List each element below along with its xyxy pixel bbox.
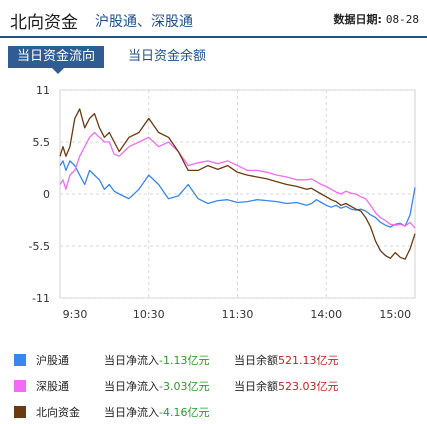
x-tick-label: 14:00	[310, 308, 342, 321]
legend-row-hgt: 沪股通 当日净流入-1.13亿元 当日余额521.13亿元	[0, 350, 427, 372]
data-date: 数据日期: 08-28	[333, 11, 419, 27]
balance-label: 当日余额	[234, 354, 278, 367]
legend-name: 深股通	[36, 380, 69, 393]
x-tick-label: 15:00	[379, 308, 411, 321]
balance-value: 521.13亿元	[278, 354, 339, 367]
tab-daily-balance[interactable]: 当日资金余额	[128, 49, 207, 64]
inflow-label: 当日净流入	[104, 406, 159, 419]
series-line-2	[59, 108, 416, 260]
date-label: 数据日期:	[333, 13, 382, 26]
y-tick-label: -11	[32, 292, 50, 305]
panel-title: 北向资金	[10, 13, 78, 33]
legend-name: 北向资金	[36, 406, 80, 419]
legend-swatch-north	[14, 406, 26, 418]
legend-inflow: 当日净流入-3.03亿元	[104, 378, 209, 394]
inflow-value: -4.16亿元	[159, 406, 210, 419]
balance-value: 523.03亿元	[278, 380, 339, 393]
y-tick-label: 0	[43, 188, 50, 201]
legend-balance: 当日余额521.13亿元	[234, 352, 339, 368]
legend-inflow: 当日净流入-1.13亿元	[104, 352, 209, 368]
legend-inflow: 当日净流入-4.16亿元	[104, 404, 209, 420]
inflow-label: 当日净流入	[104, 380, 159, 393]
x-tick-label: 9:30	[63, 308, 88, 321]
legend-row-north: 北向资金 当日净流入-4.16亿元	[0, 402, 427, 424]
series-line-0	[59, 160, 416, 228]
x-tick-label: 11:30	[222, 308, 254, 321]
legend-row-sgt: 深股通 当日净流入-3.03亿元 当日余额523.03亿元	[0, 376, 427, 398]
flow-line-chart: 11 5.5 0 -5.5 -11 9:30 10:30 11:30 14:00 15:00	[29, 84, 416, 321]
legend-balance: 当日余额523.03亿元	[234, 378, 339, 394]
series-line-1	[59, 131, 416, 229]
balance-label: 当日余额	[234, 380, 278, 393]
header-bar: 北向资金 沪股通、深股通 数据日期: 08-28	[0, 0, 427, 38]
date-value: 08-28	[385, 13, 419, 26]
y-tick-label: 11	[36, 84, 50, 97]
x-tick-label: 10:30	[133, 308, 165, 321]
inflow-value: -3.03亿元	[159, 380, 210, 393]
inflow-label: 当日净流入	[104, 354, 159, 367]
tab-daily-flow[interactable]: 当日资金流向	[8, 46, 104, 74]
inflow-value: -1.13亿元	[159, 354, 210, 367]
legend-swatch-hgt	[14, 354, 26, 366]
y-tick-label: -5.5	[29, 240, 50, 253]
legend-name: 沪股通	[36, 354, 69, 367]
panel-subtitle-link[interactable]: 沪股通、深股通	[95, 14, 193, 30]
legend-swatch-sgt	[14, 380, 26, 392]
y-tick-label: 5.5	[33, 136, 51, 149]
